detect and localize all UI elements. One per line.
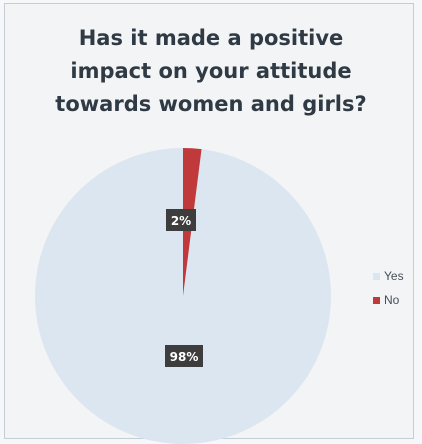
chart-title: Has it made a positive impact on your at… bbox=[0, 22, 422, 121]
legend-swatch-yes bbox=[373, 272, 380, 280]
data-label-no-box bbox=[166, 209, 196, 231]
chart-title-line-3: towards women and girls? bbox=[55, 92, 367, 116]
data-label-no-text: 2% bbox=[171, 214, 191, 228]
legend-label-yes: Yes bbox=[384, 269, 404, 283]
legend-item-no: No bbox=[373, 288, 404, 312]
pie-slice-yes bbox=[34, 148, 331, 444]
pie-slices bbox=[34, 148, 331, 444]
data-label-yes-text: 98% bbox=[170, 350, 199, 364]
data-label-no: 2% bbox=[166, 209, 196, 231]
legend-item-yes: Yes bbox=[373, 264, 404, 288]
legend-label-no: No bbox=[384, 293, 400, 307]
chart-title-line-1: Has it made a positive bbox=[78, 26, 344, 50]
chart-title-line-2: impact on your attitude bbox=[70, 59, 352, 83]
legend-swatch-no bbox=[373, 296, 380, 304]
chart-legend: Yes No bbox=[373, 264, 404, 312]
data-label-yes: 98% bbox=[165, 345, 203, 367]
data-label-yes-box bbox=[165, 345, 203, 367]
